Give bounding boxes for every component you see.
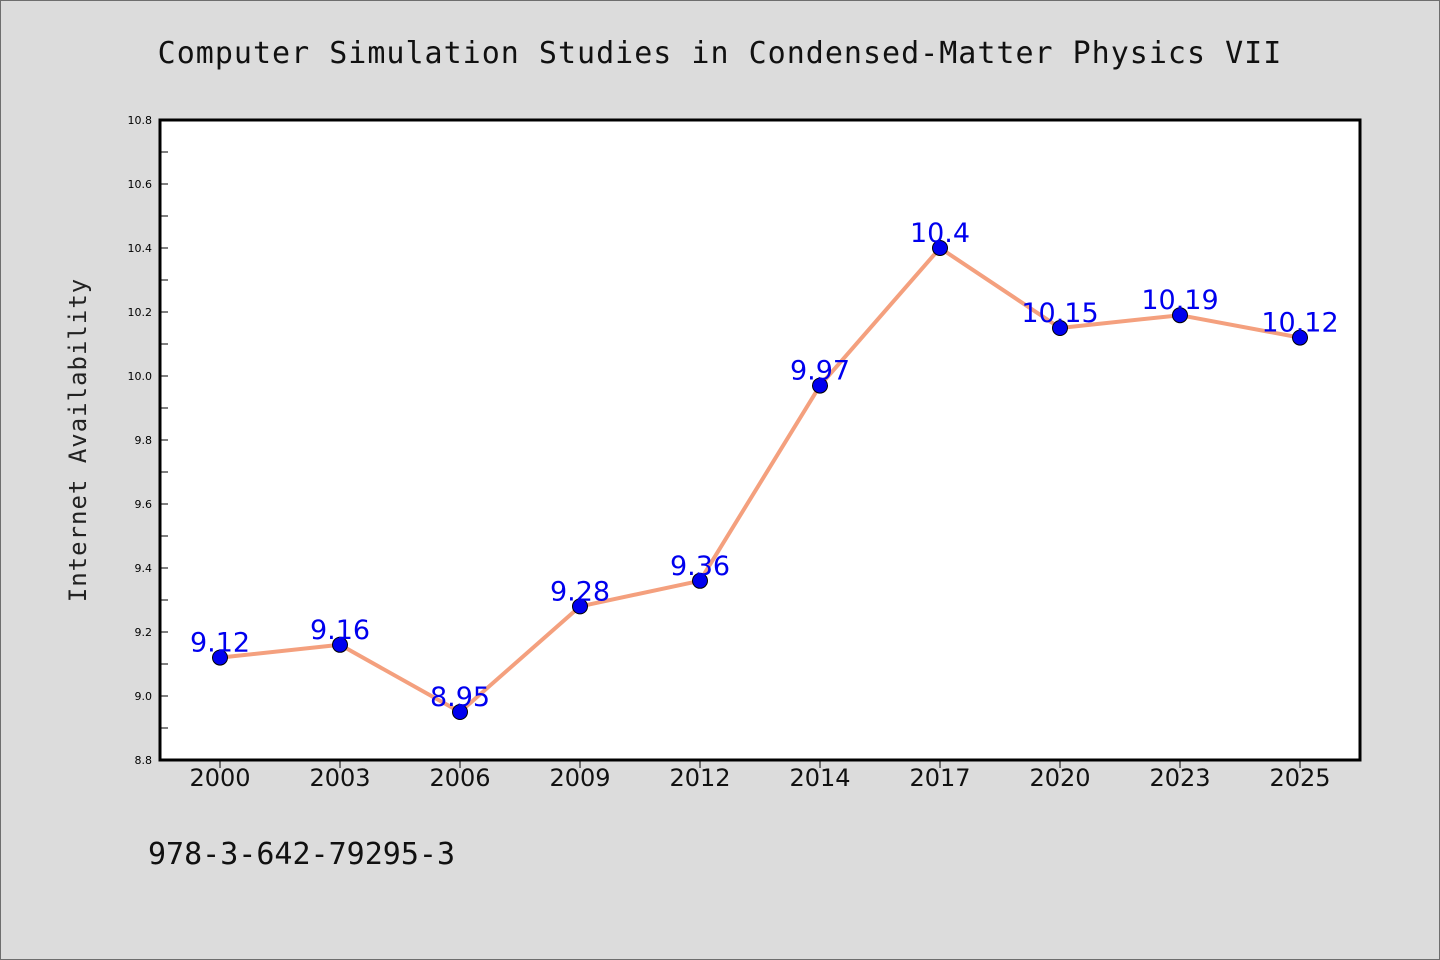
- y-tick-label: 9.6: [135, 498, 153, 511]
- data-label: 9.36: [670, 551, 730, 582]
- x-tick-label: 2017: [909, 764, 970, 792]
- chart-title: Computer Simulation Studies in Condensed…: [158, 36, 1283, 71]
- data-point: [812, 377, 828, 394]
- y-tick-label: 9.4: [135, 562, 153, 575]
- series-layer: [212, 240, 1308, 720]
- y-tick-label: 10.0: [128, 370, 153, 383]
- data-point: [452, 704, 468, 720]
- data-label: 8.95: [430, 682, 490, 713]
- data-label: 10.19: [1141, 285, 1218, 316]
- data-label: 9.97: [790, 356, 850, 387]
- data-point: [1172, 307, 1188, 324]
- x-tick-label: 2025: [1269, 764, 1330, 792]
- x-axis: 2000 2003 2006 2009 2012 2014 2017 2020 2023 2025: [189, 760, 1331, 792]
- data-point: [1052, 320, 1068, 336]
- data-label: 9.28: [550, 576, 610, 607]
- data-label: 10.15: [1021, 298, 1098, 329]
- data-labels: 9.12 9.16 8.95 9.28 9.36 9.97 10.4 10.15 10.19 10…: [190, 218, 1339, 713]
- data-point: [332, 636, 348, 653]
- data-point: [692, 572, 708, 589]
- y-tick-label: 9.2: [135, 626, 153, 639]
- x-tick-label: 2020: [1029, 764, 1090, 792]
- data-point: [932, 240, 948, 256]
- y-tick-label: 10.6: [128, 178, 153, 191]
- y-tick-label: 10.2: [128, 306, 153, 319]
- data-point: [572, 598, 588, 615]
- y-axis-label: Internet Availability: [64, 278, 92, 602]
- y-axis: 8.8 9.0 9.2 9.4 9.6 9.8 10.0 10.2 10.4 10.6 10.8: [128, 114, 168, 767]
- data-label: 10.4: [910, 218, 970, 249]
- y-tick-label: 10.4: [128, 242, 153, 255]
- y-tick-label: 10.8: [128, 114, 153, 127]
- data-point: [212, 649, 228, 666]
- x-tick-label: 2012: [669, 764, 730, 792]
- x-tick-label: 2003: [309, 764, 370, 792]
- isbn-footer: 978-3-642-79295-3: [148, 837, 455, 872]
- data-point: [1292, 329, 1308, 346]
- data-label: 9.12: [190, 628, 250, 659]
- x-tick-label: 2000: [189, 764, 250, 792]
- x-tick-label: 2009: [549, 764, 610, 792]
- y-tick-label: 8.8: [135, 754, 153, 767]
- plot-area: [158, 118, 1362, 762]
- y-tick-label: 9.0: [135, 690, 153, 703]
- y-tick-label: 9.8: [135, 434, 153, 447]
- x-tick-label: 2023: [1149, 764, 1210, 792]
- series-line: [219, 246, 1301, 714]
- data-label: 9.16: [310, 615, 370, 646]
- data-label: 10.12: [1261, 308, 1338, 339]
- x-tick-label: 2014: [789, 764, 850, 792]
- x-tick-label: 2006: [429, 764, 490, 792]
